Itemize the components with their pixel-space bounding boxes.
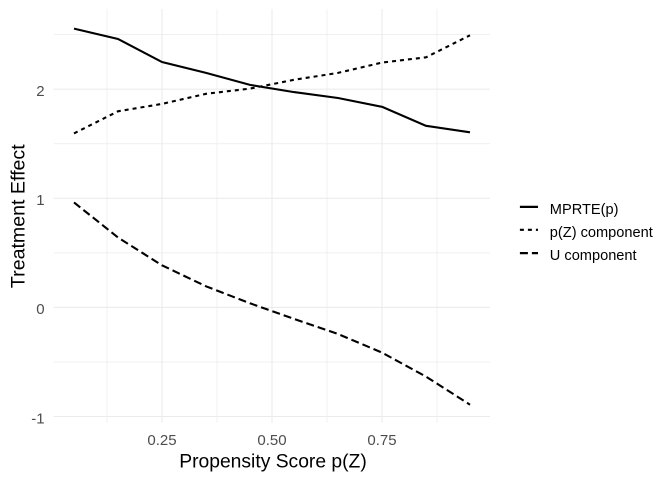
svg-text:0.25: 0.25 (147, 432, 176, 449)
svg-text:-1: -1 (31, 410, 44, 427)
svg-text:p(Z) component: p(Z) component (550, 225, 653, 241)
svg-text:0.75: 0.75 (367, 432, 396, 449)
svg-text:Propensity Score p(Z): Propensity Score p(Z) (179, 451, 367, 472)
svg-text:1: 1 (36, 192, 44, 209)
svg-text:U component: U component (550, 248, 637, 264)
svg-text:Treatment Effect: Treatment Effect (8, 144, 30, 288)
svg-text:2: 2 (36, 83, 44, 100)
svg-text:0.50: 0.50 (257, 432, 286, 449)
svg-text:0: 0 (36, 301, 44, 318)
svg-text:MPRTE(p): MPRTE(p) (550, 202, 619, 218)
